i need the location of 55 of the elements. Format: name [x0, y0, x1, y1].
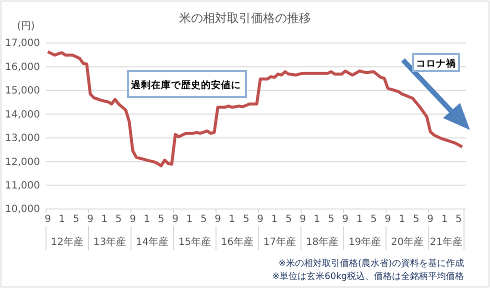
x-tick-label: 5: [285, 214, 292, 226]
x-tick-label: 9: [257, 214, 264, 226]
x-tick-label: 9: [172, 214, 178, 226]
x-tick-label: 1: [398, 214, 406, 226]
y-tick-label: 13,000: [5, 133, 40, 144]
text: ※米の相対取引価格(農水省)の資料を基に作成: [278, 258, 464, 269]
annotation: コロナ禍: [416, 58, 456, 70]
text: 17年産: [263, 236, 296, 248]
text: 14年産: [136, 236, 169, 248]
x-tick-label: 5: [115, 214, 122, 226]
x-tick-label: 5: [72, 214, 80, 226]
y-tick-label: 17,000: [5, 38, 40, 50]
x-tick-label: 1: [271, 214, 278, 226]
x-tick-label: 5: [370, 214, 377, 226]
text: 18年産: [306, 236, 339, 248]
x-tick-label: 1: [101, 214, 108, 226]
x-tick-label: 9: [44, 214, 51, 226]
x-tick-label: 9: [87, 214, 94, 226]
y-tick-label: 14,000: [5, 109, 40, 120]
x-tick-label: 1: [228, 214, 236, 226]
x-tick-label: 9: [214, 214, 221, 226]
text: 16年産: [220, 236, 254, 248]
annotation: 過剰在庫で歴史的安値に: [130, 79, 241, 91]
x-tick-label: 1: [441, 214, 448, 226]
x-tick-label: 5: [456, 214, 462, 226]
x-tick-label: 1: [356, 214, 363, 226]
x-tick-label: 9: [427, 214, 434, 226]
line-series: [46, 50, 464, 168]
y-tick-label: 15,000: [5, 86, 40, 97]
text: 13年産: [93, 236, 126, 248]
x-tick-label: 5: [158, 214, 164, 226]
x-tick-label: 1: [314, 214, 320, 226]
x-tick-label: 1: [144, 214, 150, 226]
x-tick-label: 5: [328, 214, 334, 226]
text: ※単位は玄米60kg税込、価格は全銘柄平均価格: [272, 271, 464, 282]
x-tick-label: 5: [242, 214, 250, 226]
text: 21年産: [430, 236, 463, 248]
y-tick-label: 12,000: [5, 156, 40, 168]
text: 12年産: [50, 236, 84, 248]
chart-title: 米の相対取引価格の推移: [179, 11, 311, 25]
x-tick-label: 1: [58, 214, 66, 226]
x-tick-label: 9: [130, 214, 136, 226]
x-tick-label: 5: [200, 214, 207, 226]
x-tick-label: 9: [342, 214, 349, 226]
y-tick-label: 16,000: [5, 62, 40, 73]
x-tick-label: 1: [186, 214, 193, 226]
y-tick-label: 11,000: [5, 180, 40, 192]
text: 19年産: [348, 236, 382, 248]
y-axis-title: (円): [17, 21, 35, 32]
x-tick-label: 9: [300, 214, 306, 226]
text: 20年産: [390, 236, 424, 248]
text: 15年産: [178, 236, 212, 248]
y-tick-label: 10,000: [5, 204, 40, 216]
x-tick-label: 5: [412, 214, 420, 226]
x-tick-label: 9: [384, 214, 392, 226]
